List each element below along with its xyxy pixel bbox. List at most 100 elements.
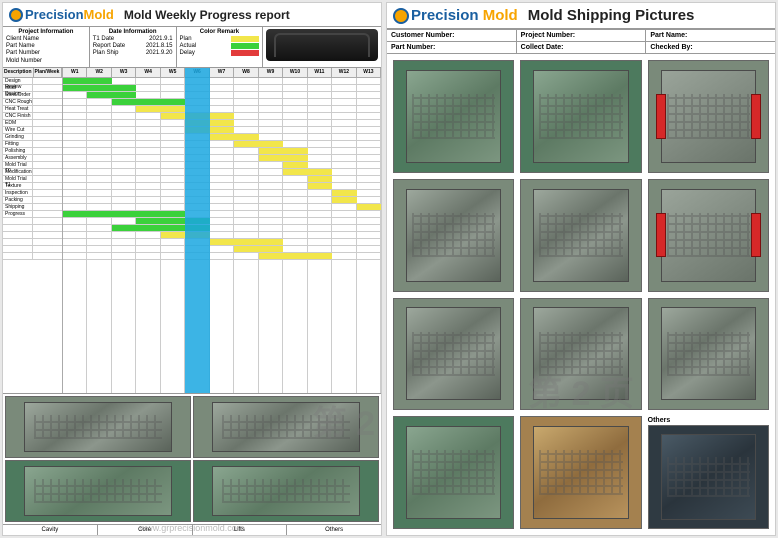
gantt-task-label: Texture	[3, 183, 62, 190]
gantt-week-header: W8	[234, 68, 258, 77]
gantt-row	[63, 239, 381, 246]
gantt-row	[63, 204, 381, 211]
gantt-bar	[332, 197, 356, 203]
mold-photo	[520, 60, 641, 173]
info-row: T1 Date2021.9.1	[93, 36, 173, 43]
gantt-task-label: Shipping	[3, 204, 62, 211]
gantt-task-label: Mold Design	[3, 85, 62, 92]
gantt-bar	[259, 155, 308, 161]
gantt-task-label: Progress	[3, 211, 62, 218]
gantt-bar	[87, 92, 136, 98]
picture-label: Others	[648, 416, 769, 425]
form-cell: Collect Date:	[517, 42, 647, 53]
left-image-strip	[3, 394, 381, 524]
mold-photo	[5, 396, 191, 458]
gantt-bar	[136, 106, 185, 112]
mold-photo	[648, 298, 769, 411]
project-info-title: Project Information	[6, 29, 86, 35]
logo: Precision Mold	[393, 7, 518, 24]
gantt-bar	[357, 204, 381, 210]
gantt-row	[63, 253, 381, 260]
form-cell: Part Name:	[646, 30, 775, 41]
gantt-task-label: CNC Finish	[3, 113, 62, 120]
gear-icon	[9, 8, 23, 22]
mold-photo	[193, 396, 379, 458]
product-image-box	[263, 27, 381, 67]
gantt-week-header: W10	[283, 68, 307, 77]
mold-photo	[393, 60, 514, 173]
info-row: Plan Ship2021.9.20	[93, 50, 173, 57]
gantt-task-label	[3, 232, 62, 239]
project-info: Project Information Client NamePart Name…	[3, 27, 90, 67]
gantt-task-label	[3, 218, 62, 225]
info-row: Part Name	[6, 43, 86, 50]
gantt-bar	[210, 239, 283, 245]
mold-photo	[648, 60, 769, 173]
form-rows: Customer Number:Project Number:Part Name…	[387, 29, 775, 54]
caption-cell: Cavity	[3, 525, 98, 535]
picture-cell	[393, 298, 514, 411]
url-watermark: www.grprecisionmold.com	[140, 523, 245, 533]
gantt-current-week	[185, 68, 209, 393]
logo-text: PrecisionMold	[25, 7, 114, 22]
form-row: Customer Number:Project Number:Part Name…	[387, 29, 775, 41]
mold-photo	[193, 460, 379, 522]
color-legend-item: Delay	[180, 50, 260, 57]
gantt-bar	[259, 148, 308, 154]
date-info: Date Information T1 Date2021.9.1Report D…	[90, 27, 177, 67]
gantt-bar	[63, 85, 136, 91]
gantt-row	[63, 176, 381, 183]
gantt-week-header: W11	[308, 68, 332, 77]
color-remark-title: Color Remark	[180, 29, 260, 35]
info-row: Mold Number	[6, 58, 86, 65]
gantt-row	[63, 232, 381, 239]
right-header: Precision Mold Mold Shipping Pictures	[387, 3, 775, 29]
gantt-week-header: W1	[63, 68, 87, 77]
gantt-task-label: Wire Cut	[3, 127, 62, 134]
product-image	[266, 29, 378, 61]
gantt-row	[63, 183, 381, 190]
gantt-week-header: W4	[136, 68, 160, 77]
gantt-row	[63, 169, 381, 176]
gantt-task-label	[3, 253, 62, 260]
gantt-week-header: W12	[332, 68, 356, 77]
mold-photo	[5, 460, 191, 522]
gantt-row	[63, 218, 381, 225]
gantt-bar	[63, 78, 112, 84]
mold-photo	[393, 298, 514, 411]
logo-text: Precision Mold	[411, 7, 518, 24]
picture-grid: Others	[387, 54, 775, 535]
gantt-row	[63, 99, 381, 106]
form-cell: Checked By:	[646, 42, 775, 53]
gantt-task-label: Steel Order	[3, 92, 62, 99]
mold-photo	[520, 179, 641, 292]
form-cell: Part Number:	[387, 42, 517, 53]
gantt-task-label: Design Review	[3, 78, 62, 85]
gantt-row	[63, 127, 381, 134]
picture-cell	[520, 179, 641, 292]
gantt-row	[63, 134, 381, 141]
right-title: Mold Shipping Pictures	[528, 7, 695, 24]
gantt-bar	[63, 211, 185, 217]
picture-cell	[648, 60, 769, 173]
gantt-grid: W1W2W3W4W5W6W7W8W9W10W11W12W13	[63, 68, 381, 393]
gantt-row	[63, 113, 381, 120]
gantt-bar	[259, 253, 332, 259]
progress-report-doc: PrecisionMold Mold Weekly Progress repor…	[2, 2, 382, 536]
info-row: Report Date2021.8.15	[93, 43, 173, 50]
gantt-task-label: CNC Rough	[3, 99, 62, 106]
form-cell: Project Number:	[517, 30, 647, 41]
picture-cell	[393, 179, 514, 292]
gantt-task-label	[3, 239, 62, 246]
gantt-row	[63, 197, 381, 204]
info-bar: Project Information Client NamePart Name…	[3, 27, 381, 68]
gantt-row	[63, 190, 381, 197]
gantt-row	[63, 246, 381, 253]
gantt-bar	[210, 134, 259, 140]
gantt-row	[63, 211, 381, 218]
gantt-chart: Description Plan/Week Design ReviewMold …	[3, 68, 381, 394]
gantt-task-label	[3, 225, 62, 232]
gantt-task-label: Grinding	[3, 134, 62, 141]
logo: PrecisionMold	[9, 7, 114, 22]
gantt-week-header: W13	[357, 68, 381, 77]
